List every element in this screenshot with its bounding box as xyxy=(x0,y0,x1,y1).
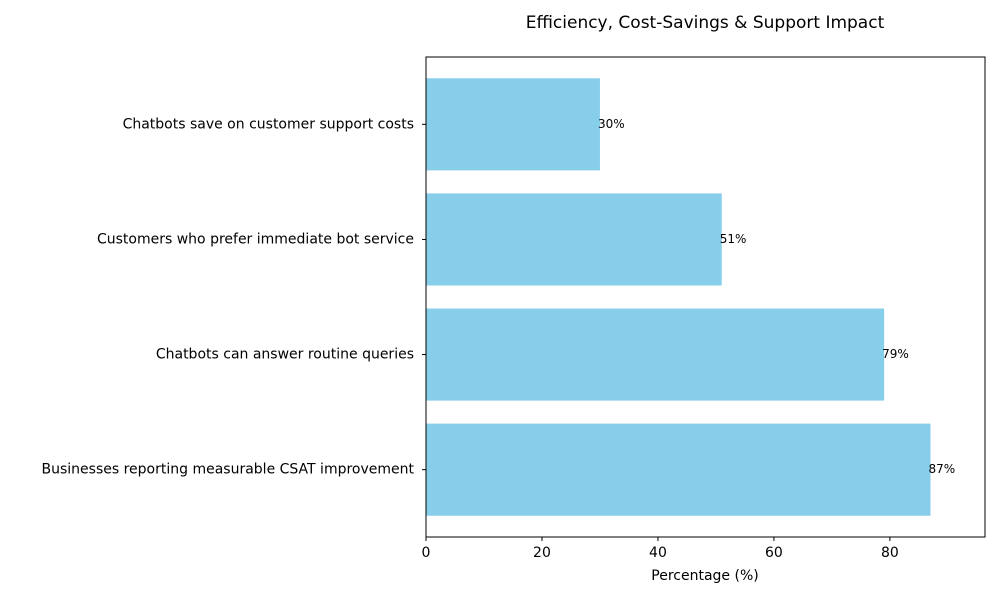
bar xyxy=(426,193,722,286)
y-tick-label: Businesses reporting measurable CSAT imp… xyxy=(42,462,415,478)
bar xyxy=(426,423,931,516)
y-tick-label: Chatbots save on customer support costs xyxy=(123,116,414,132)
x-axis-label: Percentage (%) xyxy=(651,568,758,584)
y-tick-label: Chatbots can answer routine queries xyxy=(156,347,414,363)
x-tick-label: 40 xyxy=(649,545,667,561)
data-label: 30% xyxy=(598,117,625,131)
data-label: 87% xyxy=(928,462,955,476)
chart-title: Efficiency, Cost-Savings & Support Impac… xyxy=(526,13,885,33)
plot-frame xyxy=(425,56,986,538)
x-tick-label: 80 xyxy=(881,545,899,561)
bar xyxy=(426,78,600,171)
x-tick-label: 0 xyxy=(422,545,431,561)
bar xyxy=(426,308,885,401)
x-tick-label: 20 xyxy=(533,545,551,561)
data-label: 51% xyxy=(720,232,747,246)
y-tick-label: Customers who prefer immediate bot servi… xyxy=(97,231,414,247)
x-tick-label: 60 xyxy=(765,545,783,561)
data-label: 79% xyxy=(882,347,909,361)
